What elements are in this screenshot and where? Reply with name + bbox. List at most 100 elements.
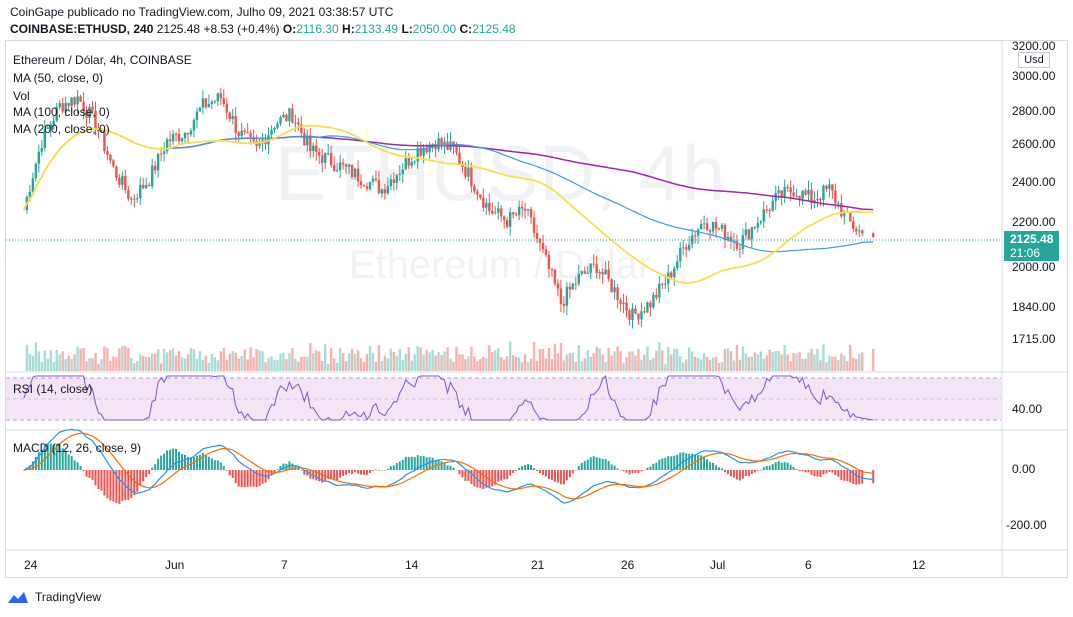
macd-hist-bar — [664, 457, 667, 470]
candle-body — [750, 227, 754, 240]
macd-hist-bar — [67, 454, 70, 470]
candle-body — [133, 198, 136, 200]
tradingview-logo[interactable]: TradingView — [6, 590, 101, 604]
legend-rsi[interactable]: RSI (14, close) — [13, 382, 93, 396]
volume-bar — [813, 354, 816, 371]
macd-hist-bar — [82, 470, 85, 472]
volume-bar — [825, 362, 828, 371]
volume-bar — [550, 359, 554, 371]
macd-hist-bar — [64, 450, 67, 470]
volume-bar — [753, 352, 757, 371]
volume-bar — [332, 358, 336, 371]
legend-ma50[interactable]: MA (50, close, 0) — [13, 71, 104, 85]
candle-body — [762, 209, 765, 222]
macd-hist-bar — [85, 470, 88, 477]
macd-hist-bar — [55, 443, 58, 470]
candle-body — [97, 129, 100, 132]
candle-body — [682, 247, 685, 249]
macd-hist-bar — [70, 456, 73, 470]
macd-hist-bar — [351, 470, 354, 474]
volume-bar — [452, 361, 455, 371]
macd-hist-bar — [386, 468, 389, 470]
candle-body — [711, 221, 715, 232]
currency-button[interactable]: Usd — [1018, 52, 1050, 68]
macd-hist-bar — [679, 452, 682, 470]
volume-bar — [291, 347, 294, 371]
candle-body — [541, 242, 545, 250]
candle-body — [306, 135, 309, 146]
legend-ma100[interactable]: MA (100, close, 0) — [13, 105, 110, 119]
macd-hist-bar — [536, 470, 539, 471]
candle-body — [831, 184, 834, 191]
volume-bar — [76, 346, 79, 371]
candle-body — [628, 310, 631, 321]
candle-body — [464, 166, 467, 177]
candle-body — [204, 98, 208, 108]
candle-body — [413, 161, 416, 163]
volume-bar — [368, 346, 372, 371]
volume-bar — [195, 358, 199, 371]
macd-hist-bar — [112, 470, 115, 502]
candle-body — [383, 189, 387, 194]
volume-bar — [843, 355, 846, 371]
macd-hist-bar — [148, 470, 151, 475]
legend-ma200[interactable]: MA (200, close, 0) — [13, 122, 110, 136]
volume-bar — [577, 345, 580, 371]
candle-body — [186, 132, 190, 135]
candle-body — [583, 271, 586, 274]
candle-body — [580, 271, 583, 274]
candle-body — [76, 96, 79, 105]
candle-body — [741, 235, 745, 249]
macd-hist-bar — [270, 470, 273, 476]
volume-bar — [735, 345, 739, 371]
volume-bar — [288, 352, 291, 371]
candle-body — [121, 175, 124, 185]
volume-bar — [142, 355, 145, 371]
macd-hist-bar — [521, 466, 524, 470]
volume-bar — [759, 351, 762, 371]
macd-hist-bar — [628, 470, 631, 475]
legend-vol[interactable]: Vol — [13, 89, 30, 103]
volume-bar — [258, 350, 261, 371]
legend-title[interactable]: Ethereum / Dólar, 4h, COINBASE — [13, 53, 192, 67]
macd-line — [23, 428, 874, 504]
candle-body — [115, 166, 118, 178]
volume-bar — [661, 350, 664, 371]
macd-hist-bar — [688, 453, 691, 470]
macd-hist-bar — [721, 468, 723, 470]
macd-hist-bar — [568, 470, 571, 478]
candle-body — [156, 153, 160, 171]
macd-hist-bar — [100, 470, 103, 491]
candle-body — [828, 184, 831, 189]
volume-bar — [82, 348, 85, 371]
candle-body — [374, 178, 378, 181]
macd-hist-bar — [324, 470, 327, 481]
candle-body — [526, 209, 530, 211]
macd-hist-bar — [383, 470, 386, 471]
volume-bar — [213, 357, 217, 371]
volume-bar — [309, 343, 312, 371]
macd-hist-bar — [428, 457, 431, 470]
candle-body — [685, 247, 688, 250]
volume-bar — [720, 361, 724, 371]
volume-bar — [685, 359, 688, 371]
volume-bar — [849, 344, 852, 371]
macd-hist-bar — [747, 470, 750, 477]
macd-hist-bar — [130, 470, 133, 498]
macd-hist-bar — [163, 453, 166, 470]
macd-hist-bar — [610, 464, 613, 470]
candle-body — [744, 229, 748, 236]
macd-hist-bar — [300, 470, 303, 471]
volume-bar — [861, 352, 864, 371]
macd-hist-bar — [371, 470, 374, 471]
candle-body — [73, 97, 76, 105]
macd-hist-bar — [783, 462, 786, 470]
candle-body — [625, 302, 628, 311]
candle-body — [31, 178, 35, 192]
candle-body — [476, 191, 479, 195]
legend-macd[interactable]: MACD (12, 26, close, 9) — [13, 441, 142, 455]
candle-body — [810, 189, 813, 204]
volume-bar — [506, 356, 509, 371]
volume-bar — [640, 359, 643, 371]
